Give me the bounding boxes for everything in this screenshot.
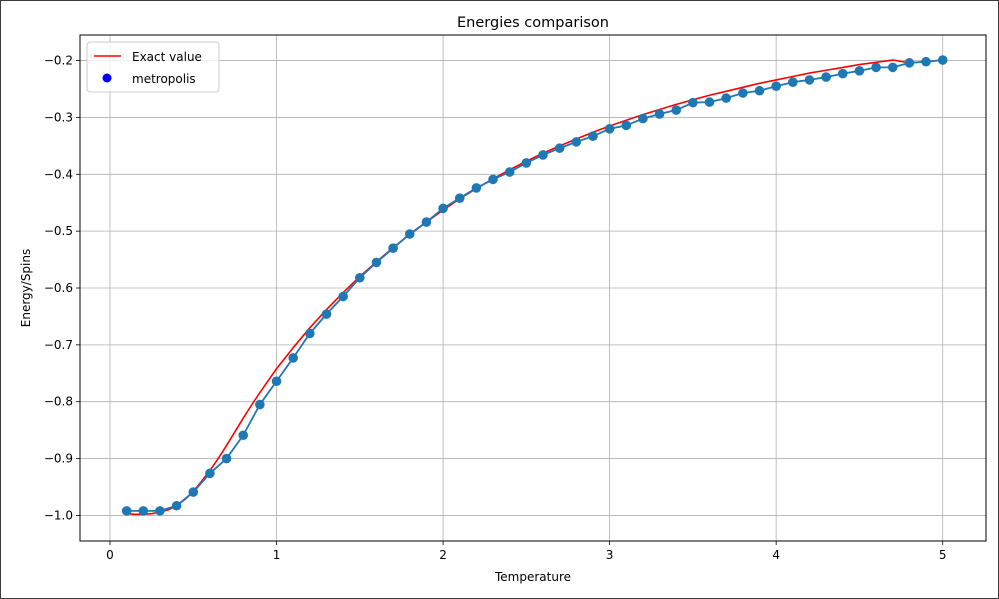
data-point-metropolis bbox=[738, 88, 748, 98]
x-tick-label: 1 bbox=[273, 548, 281, 562]
data-point-metropolis bbox=[654, 109, 665, 119]
data-point-metropolis bbox=[638, 113, 648, 124]
data-point-metropolis bbox=[504, 167, 515, 177]
y-tick-label: −0.3 bbox=[44, 110, 73, 124]
data-point-metropolis bbox=[205, 468, 215, 479]
data-point-metropolis bbox=[171, 500, 182, 511]
legend-box bbox=[86, 41, 220, 93]
data-point-metropolis bbox=[538, 150, 548, 160]
data-point-metropolis bbox=[388, 243, 398, 254]
data-point-metropolis bbox=[788, 77, 798, 87]
y-tick-label: −0.4 bbox=[44, 167, 73, 181]
data-point-metropolis bbox=[221, 453, 232, 464]
series-layer bbox=[121, 55, 948, 516]
y-tick-label: −0.7 bbox=[44, 338, 73, 352]
y-tick-label: −0.6 bbox=[44, 281, 73, 295]
data-point-metropolis bbox=[821, 72, 831, 82]
legend-label-exact: Exact value bbox=[132, 50, 202, 64]
data-point-metropolis bbox=[588, 131, 598, 141]
y-tick-label: −0.9 bbox=[44, 452, 73, 466]
data-point-metropolis bbox=[321, 309, 332, 319]
legend-dot-metropolis bbox=[102, 73, 112, 83]
data-point-metropolis bbox=[671, 105, 682, 115]
x-tick-label: 2 bbox=[439, 548, 447, 562]
data-point-metropolis bbox=[571, 137, 582, 147]
data-point-metropolis bbox=[421, 217, 432, 227]
data-point-metropolis bbox=[238, 430, 249, 441]
legend: Exact value metropolis bbox=[86, 41, 220, 93]
data-point-metropolis bbox=[354, 272, 365, 283]
data-point-metropolis bbox=[754, 85, 765, 96]
x-tick-label: 5 bbox=[939, 548, 947, 562]
data-point-metropolis bbox=[837, 68, 848, 79]
data-point-metropolis bbox=[854, 66, 865, 76]
data-point-metropolis bbox=[338, 291, 348, 302]
data-point-metropolis bbox=[921, 56, 931, 67]
data-point-metropolis bbox=[438, 203, 448, 214]
data-point-metropolis bbox=[305, 328, 315, 339]
x-tick-label: 4 bbox=[772, 548, 780, 562]
data-point-metropolis bbox=[288, 353, 298, 363]
chart-title: Energies comparison bbox=[457, 15, 609, 31]
data-point-metropolis bbox=[621, 120, 632, 131]
y-tick-label: −0.2 bbox=[44, 54, 73, 68]
data-point-metropolis bbox=[904, 58, 915, 68]
y-tick-label: −1.0 bbox=[44, 508, 73, 522]
data-point-metropolis bbox=[488, 174, 498, 185]
data-point-metropolis bbox=[371, 257, 382, 268]
data-point-metropolis bbox=[604, 124, 615, 134]
x-tick-label: 0 bbox=[106, 548, 114, 562]
y-tick-label: −0.5 bbox=[44, 224, 73, 238]
data-point-metropolis bbox=[155, 506, 165, 516]
data-point-metropolis bbox=[521, 158, 532, 168]
data-point-metropolis bbox=[721, 93, 731, 103]
x-axis-label: Temperature bbox=[494, 570, 571, 584]
data-point-metropolis bbox=[887, 62, 898, 73]
data-point-metropolis bbox=[771, 81, 781, 91]
data-point-metropolis bbox=[255, 399, 265, 410]
data-point-metropolis bbox=[188, 487, 199, 497]
y-axis-label: Energy/Spins bbox=[19, 249, 33, 327]
data-point-metropolis bbox=[804, 75, 815, 85]
y-tick-label: −0.8 bbox=[44, 395, 73, 409]
data-point-metropolis bbox=[704, 97, 715, 107]
x-tick-label: 3 bbox=[606, 548, 614, 562]
data-point-metropolis bbox=[937, 55, 948, 65]
data-point-metropolis bbox=[471, 183, 482, 193]
legend-label-metropolis: metropolis bbox=[132, 72, 196, 86]
data-point-metropolis bbox=[121, 506, 132, 516]
data-point-metropolis bbox=[454, 193, 465, 203]
data-point-metropolis bbox=[138, 506, 149, 516]
data-point-metropolis bbox=[871, 62, 881, 73]
data-point-metropolis bbox=[404, 229, 415, 239]
data-point-metropolis bbox=[271, 376, 282, 387]
ticks: 0 1 2 3 4 5 −1.0 −0.9 −0.8 −0.7 −0.6 −0.5 −0.4 −0.3 −0… bbox=[44, 54, 947, 562]
data-point-metropolis bbox=[688, 97, 698, 108]
data-point-metropolis bbox=[554, 143, 565, 153]
